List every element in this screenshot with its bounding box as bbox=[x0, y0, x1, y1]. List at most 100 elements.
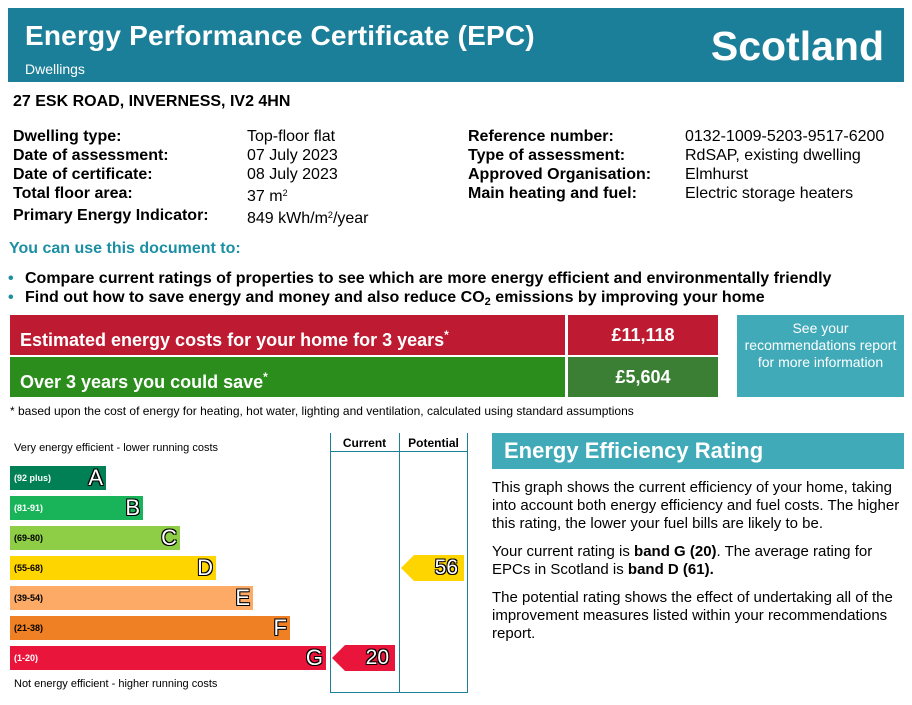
bullet-text: Compare current ratings of properties to… bbox=[25, 270, 832, 287]
band-range-label: (55-68) bbox=[14, 563, 44, 573]
detail-label: Approved Organisation: bbox=[468, 166, 652, 183]
column-divider bbox=[399, 433, 400, 693]
potential-savings-row: Over 3 years you could save* £5,604 bbox=[10, 357, 726, 397]
chart-top-label: Very energy efficient - lower running co… bbox=[14, 442, 219, 454]
rating-band-f: (21-38) F bbox=[10, 616, 290, 640]
band-range-label: (39-54) bbox=[14, 593, 44, 603]
column-divider bbox=[467, 433, 468, 693]
use-bullets: • Compare current ratings of properties t… bbox=[8, 269, 831, 312]
detail-value: RdSAP, existing dwelling bbox=[685, 147, 861, 164]
rating-band-g: (1-20) G bbox=[10, 646, 326, 670]
band-range-label: (81-91) bbox=[14, 503, 44, 513]
rating-band-b: (81-91) B bbox=[10, 496, 143, 520]
band-letter: G bbox=[305, 645, 323, 670]
detail-label: Date of certificate: bbox=[13, 166, 153, 183]
detail-value: 37 m2 bbox=[247, 184, 288, 206]
band-letter: C bbox=[161, 525, 177, 550]
detail-label: Primary Energy Indicator: bbox=[13, 207, 209, 224]
use-document-heading: You can use this document to: bbox=[9, 240, 241, 257]
rating-band-d: (55-68) D bbox=[10, 556, 216, 580]
band-range-label: (1-20) bbox=[14, 653, 39, 663]
band-letter: B bbox=[125, 495, 140, 520]
potential-rating-arrow: 56 bbox=[401, 555, 464, 581]
rating-band-a: (92 plus) A bbox=[10, 466, 106, 490]
potential-rating-arrow-value: 56 bbox=[434, 556, 458, 579]
bullet-text-end: emissions by improving your home bbox=[490, 289, 765, 306]
detail-row: Approved Organisation: Elmhurst bbox=[468, 165, 884, 184]
detail-label: Date of assessment: bbox=[13, 147, 169, 164]
cost-footnote: * based upon the cost of energy for heat… bbox=[10, 404, 634, 418]
detail-label: Main heating and fuel: bbox=[468, 185, 637, 202]
energy-efficiency-rating-panel: Energy Efficiency Rating This graph show… bbox=[492, 433, 904, 643]
detail-value: 08 July 2023 bbox=[247, 166, 338, 183]
page-subtitle: Dwellings bbox=[25, 61, 85, 77]
property-address: 27 ESK ROAD, INVERNESS, IV2 4HN bbox=[13, 93, 291, 110]
estimated-costs-row: Estimated energy costs for your home for… bbox=[10, 315, 726, 355]
detail-label: Type of assessment: bbox=[468, 147, 626, 164]
current-column-header: Current bbox=[342, 436, 387, 450]
detail-row: Reference number: 0132-1009-5203-9517-620… bbox=[468, 127, 884, 146]
asterisk: * bbox=[444, 328, 449, 342]
column-header-divider bbox=[330, 451, 468, 452]
current-rating-arrow: 20 bbox=[332, 645, 395, 671]
subscript: 2 bbox=[484, 296, 491, 308]
potential-savings-text: Over 3 years you could save bbox=[20, 372, 264, 392]
epc-header: Energy Performance Certificate (EPC) Dwe… bbox=[8, 8, 904, 82]
eer-paragraph-3: The potential rating shows the effect of… bbox=[492, 589, 893, 642]
detail-value: Top-floor flat bbox=[247, 128, 336, 145]
eer-paragraph-1: This graph shows the current efficiency … bbox=[492, 479, 900, 532]
superscript: 2 bbox=[327, 210, 333, 220]
page-title: Energy Performance Certificate (EPC) bbox=[25, 20, 535, 51]
floor-area-value: 37 m bbox=[247, 188, 283, 205]
see-recommendations-box: See your recommendations report for more… bbox=[737, 315, 904, 397]
asterisk: * bbox=[263, 370, 268, 384]
potential-savings-label: Over 3 years you could save* bbox=[10, 357, 565, 397]
chart-bottom-label: Not energy efficient - higher running co… bbox=[14, 678, 218, 690]
bullet-text-start: Find out how to save energy and money an… bbox=[25, 289, 485, 306]
detail-label: Reference number: bbox=[468, 128, 614, 145]
band-letter: F bbox=[273, 615, 287, 640]
average-band-text: band D (61). bbox=[627, 561, 714, 578]
band-letter: E bbox=[235, 585, 250, 610]
pei-value: 849 kWh/m bbox=[247, 210, 328, 227]
estimated-costs-label: Estimated energy costs for your home for… bbox=[10, 315, 565, 355]
detail-row: Date of certificate: 08 July 2023 bbox=[13, 165, 369, 184]
estimated-costs-value: £11,118 bbox=[568, 315, 718, 355]
bullet-text: Find out how to save energy and money an… bbox=[25, 288, 765, 312]
country-label: Scotland bbox=[710, 23, 884, 69]
detail-value: Elmhurst bbox=[685, 166, 749, 183]
current-band-text: band G (20) bbox=[634, 543, 717, 560]
eer-text: . The average rating for EPCs in Scotlan… bbox=[492, 543, 873, 578]
list-item: • Find out how to save energy and money a… bbox=[8, 288, 831, 312]
detail-row: Primary Energy Indicator: 849 kWh/m2/year bbox=[13, 206, 369, 228]
details-left: Dwelling type: Top-floor flat Date of ass… bbox=[13, 127, 369, 228]
bullet-icon: • bbox=[8, 270, 14, 287]
band-letter: A bbox=[88, 465, 103, 490]
pei-unit: /year bbox=[332, 210, 369, 227]
potential-savings-value: £5,604 bbox=[568, 357, 718, 397]
rating-band-e: (39-54) E bbox=[10, 586, 253, 610]
detail-label: Total floor area: bbox=[13, 185, 133, 202]
rating-band-c: (69-80) C bbox=[10, 526, 180, 550]
superscript: 2 bbox=[282, 188, 288, 198]
details-right: Reference number: 0132-1009-5203-9517-620… bbox=[468, 127, 884, 203]
column-divider bbox=[330, 433, 331, 693]
list-item: • Compare current ratings of properties t… bbox=[8, 269, 831, 288]
detail-row: Total floor area: 37 m2 bbox=[13, 184, 369, 206]
detail-value: 849 kWh/m2/year bbox=[247, 206, 369, 228]
eer-paragraph-2: Your current rating is band G (20). The … bbox=[492, 543, 904, 579]
eer-heading: Energy Efficiency Rating bbox=[492, 433, 904, 469]
current-rating-arrow-value: 20 bbox=[365, 646, 389, 669]
band-range-label: (69-80) bbox=[14, 533, 44, 543]
detail-value: 07 July 2023 bbox=[247, 147, 338, 164]
detail-row: Date of assessment: 07 July 2023 bbox=[13, 146, 369, 165]
bullet-icon: • bbox=[8, 289, 14, 306]
detail-value: 0132-1009-5203-9517-6200 bbox=[685, 128, 885, 145]
detail-label: Dwelling type: bbox=[13, 128, 122, 145]
chart-bottom-line bbox=[330, 692, 468, 693]
eer-text: Your current rating is bbox=[492, 543, 635, 560]
estimated-costs-text: Estimated energy costs for your home for… bbox=[20, 330, 445, 350]
detail-value: Electric storage heaters bbox=[685, 185, 854, 202]
detail-row: Main heating and fuel: Electric storage h… bbox=[468, 184, 884, 203]
detail-row: Dwelling type: Top-floor flat bbox=[13, 127, 369, 146]
